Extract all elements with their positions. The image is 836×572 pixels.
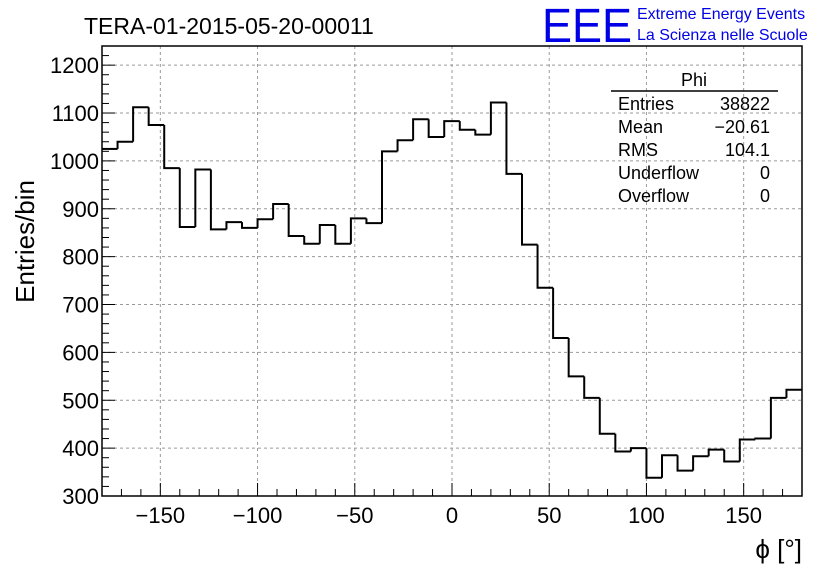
hist-bin-30 (567, 338, 585, 378)
hist-bin-26 (505, 102, 522, 175)
stats-value-overflow: 0 (760, 186, 770, 206)
stats-label-mean: Mean (618, 117, 663, 137)
stats-value-mean: −20.61 (714, 117, 770, 137)
y-tick-label-0: 300 (62, 484, 99, 509)
hist-bin-39 (707, 448, 725, 457)
hist-bin-37 (676, 455, 694, 472)
stats-label-overflow: Overflow (618, 186, 690, 206)
x-tick-label-6: 150 (725, 503, 762, 528)
hist-bin-13 (303, 236, 320, 245)
hist-bin-32 (598, 397, 616, 435)
hist-bin-43 (769, 396, 787, 439)
hist-bin-11 (272, 202, 289, 220)
stats-title: Phi (681, 70, 707, 90)
eee-logo: EEE Extreme Energy Events La Scienza nel… (542, 0, 808, 53)
hist-bin-19 (396, 139, 414, 152)
x-tick-label-4: 50 (537, 503, 561, 528)
hist-bin-33 (614, 433, 631, 453)
hist-bin-22 (443, 120, 460, 137)
x-tick-label-0: −150 (136, 503, 186, 528)
y-tick-label-6: 900 (62, 197, 99, 222)
hist-bin-8 (225, 221, 242, 230)
hist-bin-5 (178, 168, 196, 228)
hist-bin-25 (489, 101, 507, 135)
hist-bin-10 (256, 218, 274, 228)
y-tick-label-4: 700 (62, 293, 99, 318)
hist-bin-2 (132, 106, 149, 142)
stats-box: Phi Entries 38822 Mean −20.61 RMS 104.1 Underf… (611, 70, 778, 206)
y-tick-label-3: 600 (62, 340, 99, 365)
hist-bin-15 (334, 225, 351, 245)
hist-bin-16 (349, 217, 367, 244)
x-tick-label-5: 100 (628, 503, 665, 528)
hist-bin-41 (738, 438, 756, 462)
grid-lines (102, 46, 802, 497)
hist-bin-20 (412, 118, 429, 141)
x-axis-title: ϕ [°] (755, 534, 802, 564)
hist-bin-17 (365, 218, 382, 225)
y-tick-label-8: 1100 (52, 101, 99, 126)
hist-bin-21 (427, 119, 445, 138)
hist-bin-36 (661, 454, 678, 478)
hist-bin-1 (116, 140, 134, 149)
hist-bin-7 (209, 169, 227, 231)
y-tick-label-1: 400 (62, 436, 99, 461)
tick-labels: −150 −100 −50 0 50 100 150 300 400 500 600 700 800 90… (50, 53, 762, 528)
hist-bin-9 (241, 222, 258, 229)
stats-value-rms: 104.1 (725, 140, 770, 160)
hist-bin-6 (194, 168, 211, 227)
y-tick-label-7: 1000 (50, 149, 99, 174)
hist-bin-28 (536, 244, 554, 289)
stats-value-underflow: 0 (760, 163, 770, 183)
stats-label-entries: Entries (618, 94, 674, 114)
hist-bin-14 (318, 224, 336, 244)
hist-bin-4 (163, 124, 180, 170)
hist-bin-35 (645, 448, 662, 479)
chart-title: TERA-01-2015-05-20-00011 (84, 13, 374, 39)
hist-bin-31 (583, 376, 600, 399)
x-tick-label-1: −100 (233, 503, 283, 528)
y-tick-label-9: 1200 (50, 53, 99, 78)
hist-bin-40 (723, 449, 740, 463)
y-axis-title: Entries/bin (10, 180, 40, 303)
histogram-series (102, 101, 802, 479)
x-tick-label-2: −50 (336, 503, 373, 528)
stats-label-rms: RMS (618, 140, 658, 160)
y-tick-label-5: 800 (62, 245, 99, 270)
axis-ticks (101, 45, 803, 497)
x-tick-label-3: 0 (446, 503, 458, 528)
logo-line-1: Extreme Energy Events (637, 6, 805, 23)
hist-bin-42 (754, 437, 771, 440)
hist-bin-27 (521, 173, 538, 246)
stats-label-underflow: Underflow (618, 163, 700, 183)
stats-rows: Entries 38822 Mean −20.61 RMS 104.1 Underflow 0… (618, 94, 770, 206)
stats-value-entries: 38822 (720, 94, 770, 114)
hist-bin-29 (552, 287, 569, 340)
hist-bin-23 (458, 121, 476, 131)
hist-bin-3 (147, 107, 165, 126)
logo-line-2: La Scienza nelle Scuole (637, 27, 808, 44)
logo-mark: EEE (542, 0, 632, 53)
hist-bin-44 (785, 388, 802, 398)
hist-bin-38 (692, 455, 709, 471)
hist-bin-18 (381, 150, 398, 224)
y-tick-label-2: 500 (62, 388, 99, 413)
hist-bin-12 (287, 203, 305, 238)
hist-bin-34 (629, 447, 647, 452)
hist-bin-24 (474, 129, 491, 136)
